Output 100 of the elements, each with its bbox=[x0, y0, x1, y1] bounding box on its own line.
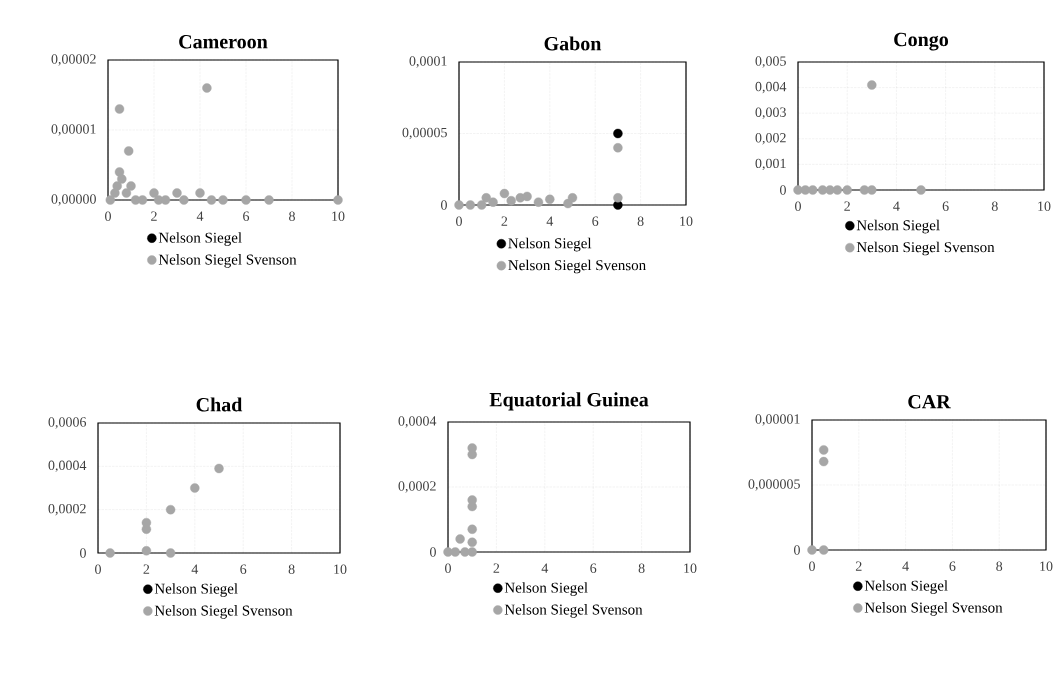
y-tick-label: 0 bbox=[80, 548, 86, 558]
x-tick-label: 4 bbox=[541, 563, 549, 573]
point bbox=[165, 504, 176, 515]
y-tick-label: 0,002 bbox=[755, 133, 786, 145]
y-tick-label: 0 bbox=[430, 547, 436, 557]
y-tick-label: 0,0004 bbox=[398, 416, 437, 428]
point bbox=[819, 545, 829, 555]
x-tick-label: 10 bbox=[684, 563, 697, 573]
y-tick-label: 0 bbox=[794, 545, 800, 555]
point bbox=[545, 194, 555, 204]
y-tick-label: 0,0002 bbox=[398, 481, 436, 493]
point bbox=[533, 197, 544, 207]
point bbox=[450, 547, 460, 557]
x-tick-label: 4 bbox=[196, 211, 204, 221]
point bbox=[467, 495, 477, 505]
y-tick-label: 0,005 bbox=[755, 56, 786, 68]
point bbox=[218, 195, 228, 205]
point bbox=[467, 443, 477, 453]
legend-label: Nelson Siegel Svenson bbox=[864, 602, 1003, 616]
chart-title: Congo bbox=[894, 32, 949, 51]
legend-label: Nelson Siegel bbox=[856, 219, 940, 234]
y-tick-label: 0 bbox=[780, 185, 786, 195]
y-tick-label: 0,0004 bbox=[48, 460, 87, 473]
x-tick-label: 8 bbox=[991, 201, 998, 211]
point bbox=[214, 463, 224, 474]
x-tick-label: 8 bbox=[996, 561, 1003, 571]
x-tick-label: 2 bbox=[855, 561, 862, 571]
point bbox=[477, 200, 487, 210]
x-tick-label: 8 bbox=[289, 211, 295, 221]
point bbox=[467, 524, 477, 534]
point bbox=[241, 195, 251, 205]
point bbox=[195, 188, 205, 198]
x-tick-label: 6 bbox=[592, 216, 599, 226]
point bbox=[165, 548, 176, 558]
x-tick-label: 2 bbox=[493, 563, 500, 573]
point bbox=[567, 193, 578, 203]
x-tick-label: 6 bbox=[590, 563, 597, 573]
x-tick-label: 6 bbox=[949, 561, 956, 571]
x-tick-label: 0 bbox=[809, 561, 815, 571]
x-tick-label: 0 bbox=[105, 211, 111, 221]
legend-label: Nelson Siegel Svenson bbox=[154, 605, 293, 619]
point bbox=[126, 181, 136, 191]
y-tick-label: 0,00001 bbox=[51, 124, 96, 136]
legend-label: Nelson Siegel Svenson bbox=[508, 259, 646, 274]
point bbox=[190, 483, 200, 493]
y-tick-label: 0,003 bbox=[755, 107, 786, 119]
point bbox=[105, 195, 116, 205]
x-tick-label: 2 bbox=[844, 201, 850, 211]
x-tick-label: 6 bbox=[240, 564, 247, 574]
chart-title: Gabon bbox=[544, 36, 602, 51]
point bbox=[488, 197, 498, 207]
chart-title: Cameroon bbox=[179, 35, 268, 49]
y-tick-label: 0,0002 bbox=[48, 503, 86, 516]
point bbox=[455, 534, 465, 544]
point bbox=[172, 188, 182, 198]
x-tick-label: 0 bbox=[456, 216, 462, 226]
x-tick-label: 4 bbox=[893, 201, 900, 211]
point bbox=[149, 188, 159, 198]
point bbox=[467, 547, 477, 557]
x-tick-label: 2 bbox=[501, 216, 508, 226]
point bbox=[117, 174, 127, 184]
y-tick-label: 0,0001 bbox=[409, 56, 447, 68]
x-tick-label: 8 bbox=[637, 216, 644, 226]
legend-label: Nelson Siegel bbox=[864, 580, 948, 594]
point bbox=[499, 188, 510, 199]
point bbox=[506, 195, 516, 206]
point bbox=[522, 191, 532, 202]
point bbox=[114, 104, 125, 114]
point bbox=[121, 188, 132, 198]
x-tick-label: 10 bbox=[1038, 201, 1051, 211]
x-tick-label: 4 bbox=[191, 564, 199, 574]
x-tick-label: 10 bbox=[332, 211, 345, 221]
x-tick-label: 2 bbox=[151, 211, 157, 221]
point bbox=[141, 546, 152, 556]
y-tick-label: 0,00000 bbox=[51, 194, 96, 206]
x-tick-label: 6 bbox=[942, 201, 949, 211]
x-tick-label: 10 bbox=[1040, 561, 1053, 571]
point bbox=[613, 193, 623, 203]
legend-label: Nelson Siegel Svenson bbox=[504, 604, 643, 618]
point bbox=[819, 456, 829, 467]
legend-label: Nelson Siegel Svenson bbox=[158, 254, 297, 268]
point bbox=[206, 195, 217, 205]
point bbox=[179, 195, 189, 205]
y-tick-label: 0,001 bbox=[755, 158, 786, 171]
point bbox=[105, 548, 115, 558]
x-tick-label: 4 bbox=[546, 216, 554, 226]
point bbox=[465, 200, 476, 210]
point bbox=[454, 200, 464, 210]
y-tick-label: 0,004 bbox=[755, 81, 787, 94]
legend-label: Nelson Siegel bbox=[508, 237, 592, 252]
point bbox=[202, 83, 212, 93]
y-tick-label: 0,0006 bbox=[48, 417, 87, 429]
x-tick-label: 2 bbox=[143, 564, 150, 574]
point bbox=[124, 146, 134, 156]
chart-title: Equatorial Guinea bbox=[489, 392, 649, 411]
chart-title: CAR bbox=[908, 395, 951, 409]
legend-label: Nelson Siegel Svenson bbox=[856, 241, 995, 256]
legend-label: Nelson Siegel bbox=[158, 232, 242, 246]
x-tick-label: 4 bbox=[902, 561, 909, 571]
chart-title: Chad bbox=[196, 397, 243, 412]
